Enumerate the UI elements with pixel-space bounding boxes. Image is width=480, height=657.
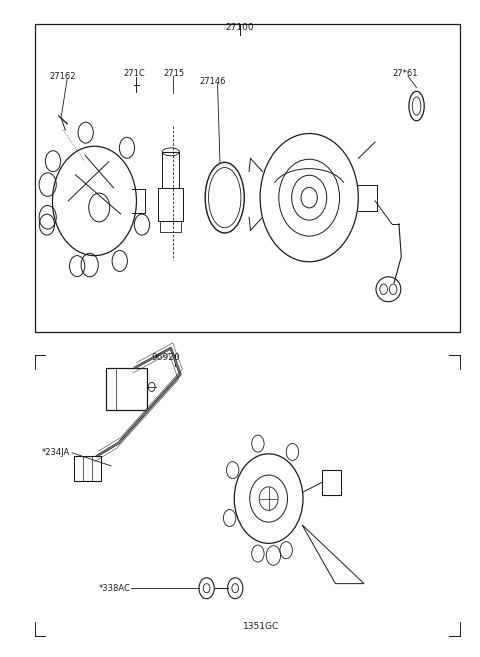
Bar	[74, 456, 101, 481]
Bar	[158, 188, 183, 221]
Text: 27146: 27146	[199, 77, 226, 85]
Bar	[35, 24, 459, 332]
Text: 27*61: 27*61	[393, 69, 418, 78]
Text: 96920: 96920	[152, 353, 180, 363]
Text: 1351GC: 1351GC	[243, 622, 279, 631]
Text: 27162: 27162	[49, 72, 76, 81]
Text: 271C: 271C	[123, 69, 145, 78]
Bar	[322, 470, 341, 495]
Text: 27100: 27100	[226, 23, 254, 32]
Text: *234JA: *234JA	[42, 448, 70, 457]
Text: *338AC: *338AC	[99, 583, 131, 593]
Bar	[162, 152, 180, 188]
Bar	[160, 221, 181, 233]
Text: 2715: 2715	[164, 69, 185, 78]
Bar	[107, 368, 147, 410]
